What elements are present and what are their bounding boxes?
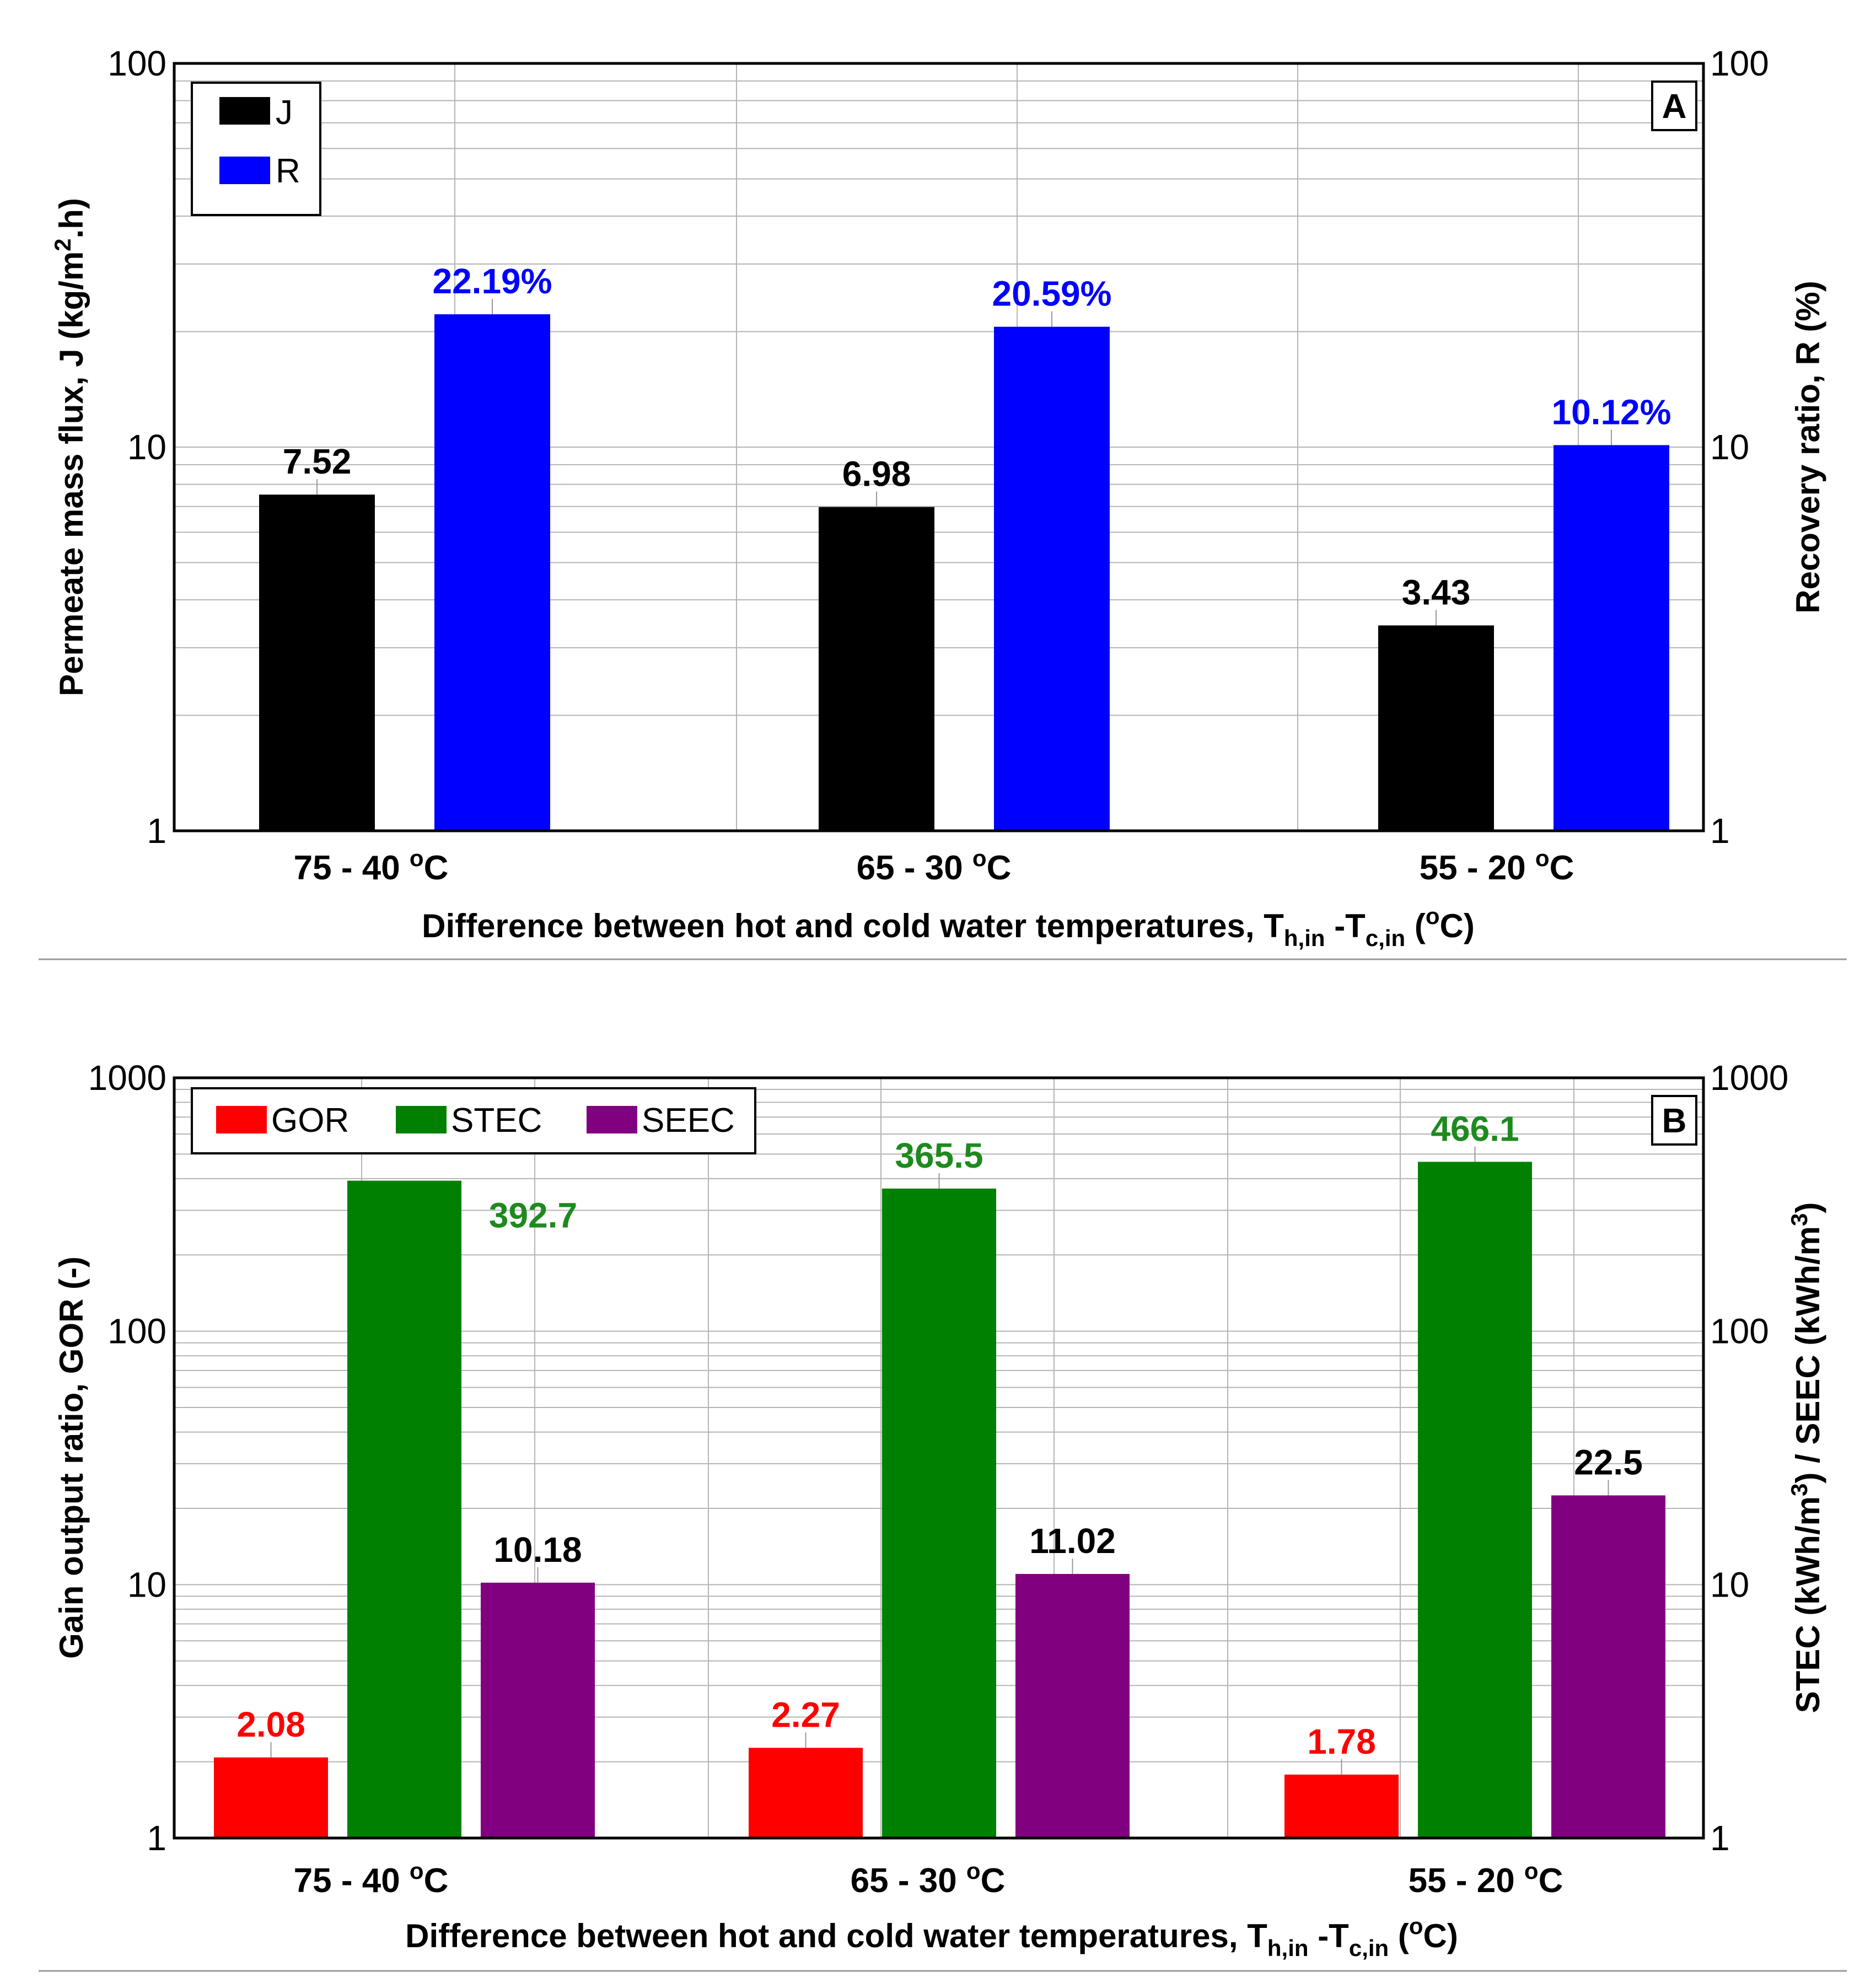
bar-gor-1 bbox=[749, 1748, 863, 1838]
data-label-stec-1: 365.5 bbox=[895, 1136, 983, 1175]
y-tick-label: 100 bbox=[107, 1312, 166, 1351]
legend-label-r: R bbox=[276, 152, 300, 190]
y2-tick-label: 100 bbox=[1710, 44, 1769, 83]
bar-r-2 bbox=[1554, 445, 1669, 831]
y2-tick-label: 10 bbox=[1710, 1565, 1749, 1604]
legend-label-gor: GOR bbox=[271, 1102, 349, 1140]
data-labels-a: 7.52 22.19% 6.98 20.59% 3.43 10.12% bbox=[283, 261, 1671, 626]
category-label-2: 55 - 20 oC bbox=[1420, 845, 1574, 887]
y2-tick-label: 10 bbox=[1710, 427, 1749, 467]
data-label-gor-0: 2.08 bbox=[236, 1705, 305, 1744]
bar-gor-0 bbox=[214, 1757, 328, 1838]
y-tick-label: 10 bbox=[127, 1565, 166, 1604]
plot-frame-a bbox=[173, 62, 1705, 832]
y-axis-label-a: Permeate mass flux, J (kg/m2.h) bbox=[50, 198, 90, 696]
y2-tick-label: 1000 bbox=[1710, 1058, 1788, 1098]
bar-stec-2 bbox=[1418, 1162, 1532, 1838]
legend-label-seec: SEEC bbox=[642, 1102, 735, 1140]
data-label-gor-2: 1.78 bbox=[1307, 1722, 1376, 1761]
category-labels-b: 75 - 40 oC 65 - 30 oC 55 - 20 oC bbox=[294, 1858, 1563, 1900]
data-labels-b: 2.08 392.7 10.18 2.27 365.5 11.02 1.78 466.1 22.… bbox=[236, 1109, 1643, 1775]
bars-a bbox=[259, 314, 1669, 831]
bar-stec-1 bbox=[882, 1188, 996, 1838]
y-tick-label: 1000 bbox=[88, 1058, 166, 1098]
category-label-0: 75 - 40 oC bbox=[294, 845, 449, 887]
y2-tick-label: 1 bbox=[1710, 1818, 1730, 1858]
legend-label-j: J bbox=[276, 94, 293, 132]
svg-text:B: B bbox=[1662, 1102, 1687, 1140]
y-ticks-a: 1 10 100 bbox=[107, 44, 166, 851]
y-tick-label: 1 bbox=[147, 811, 166, 851]
bar-j-0 bbox=[259, 495, 375, 831]
panel-b: 2.08 392.7 10.18 2.27 365.5 11.02 1.78 466.1 22.… bbox=[53, 1058, 1826, 1961]
data-label-j-2: 3.43 bbox=[1402, 572, 1471, 612]
data-label-seec-2: 22.5 bbox=[1574, 1442, 1643, 1482]
data-label-seec-0: 10.18 bbox=[493, 1530, 582, 1570]
panel-tag-a: A bbox=[1651, 80, 1697, 131]
legend-swatch-stec bbox=[396, 1106, 447, 1133]
legend-swatch-j bbox=[219, 97, 270, 125]
data-label-seec-1: 11.02 bbox=[1029, 1521, 1116, 1561]
legend-a: J R bbox=[191, 82, 321, 216]
x-axis-label-a: Difference between hot and cold water te… bbox=[422, 903, 1475, 951]
data-label-r-2: 10.12% bbox=[1551, 392, 1671, 432]
y2-tick-label: 100 bbox=[1710, 1312, 1769, 1351]
data-label-stec-2: 466.1 bbox=[1431, 1109, 1519, 1148]
data-label-r-0: 22.19% bbox=[432, 261, 552, 301]
panel-tag-b: B bbox=[1651, 1095, 1697, 1146]
data-label-r-1: 20.59% bbox=[992, 274, 1111, 314]
y-tick-label: 1 bbox=[147, 1818, 166, 1858]
svg-text:A: A bbox=[1662, 88, 1687, 126]
bar-j-2 bbox=[1378, 625, 1494, 831]
y2-axis-label-b: STEC (kWh/m3) / SEEC (kWh/m3) bbox=[1786, 1202, 1826, 1713]
category-label-1: 65 - 30 oC bbox=[857, 845, 1012, 887]
y-ticks-b: 1 10 100 1000 bbox=[88, 1058, 166, 1858]
bars-b bbox=[214, 1162, 1665, 1838]
data-label-stec-0: 392.7 bbox=[489, 1196, 577, 1235]
legend-b: GOR STEC SEEC bbox=[191, 1087, 756, 1154]
legend-swatch-gor bbox=[216, 1106, 267, 1133]
y2-ticks-a: 1 10 100 bbox=[1710, 44, 1769, 851]
data-label-j-1: 6.98 bbox=[842, 454, 911, 494]
bar-seec-2 bbox=[1551, 1495, 1665, 1838]
x-axis-label-b: Difference between hot and cold water te… bbox=[405, 1913, 1458, 1961]
legend-swatch-seec bbox=[587, 1106, 637, 1133]
bar-r-1 bbox=[994, 326, 1110, 831]
data-label-j-0: 7.52 bbox=[283, 442, 352, 481]
bar-seec-1 bbox=[1015, 1573, 1130, 1838]
legend-box-b bbox=[191, 1087, 756, 1154]
bar-seec-0 bbox=[481, 1582, 595, 1838]
data-label-gor-1: 2.27 bbox=[771, 1695, 840, 1734]
y2-axis-label-a: Recovery ratio, R (%) bbox=[1789, 281, 1826, 614]
y-tick-label: 100 bbox=[107, 44, 166, 83]
bar-j-1 bbox=[819, 507, 934, 831]
legend-swatch-r bbox=[219, 157, 270, 184]
category-label-2: 55 - 20 oC bbox=[1409, 1858, 1563, 1900]
bar-stec-0 bbox=[347, 1180, 461, 1838]
y-axis-label-b: Gain output ratio, GOR (-) bbox=[53, 1256, 90, 1659]
legend-label-stec: STEC bbox=[451, 1102, 542, 1140]
category-label-1: 65 - 30 oC bbox=[851, 1858, 1006, 1900]
plot-frame-b bbox=[173, 1076, 1705, 1840]
y2-tick-label: 1 bbox=[1710, 811, 1730, 851]
category-label-0: 75 - 40 oC bbox=[294, 1858, 449, 1900]
category-labels-a: 75 - 40 oC 65 - 30 oC 55 - 20 oC bbox=[294, 845, 1574, 887]
y-tick-label: 10 bbox=[127, 427, 166, 467]
bar-gor-2 bbox=[1284, 1774, 1399, 1838]
bar-r-0 bbox=[434, 314, 550, 831]
y2-ticks-b: 1 10 100 1000 bbox=[1710, 1058, 1788, 1858]
